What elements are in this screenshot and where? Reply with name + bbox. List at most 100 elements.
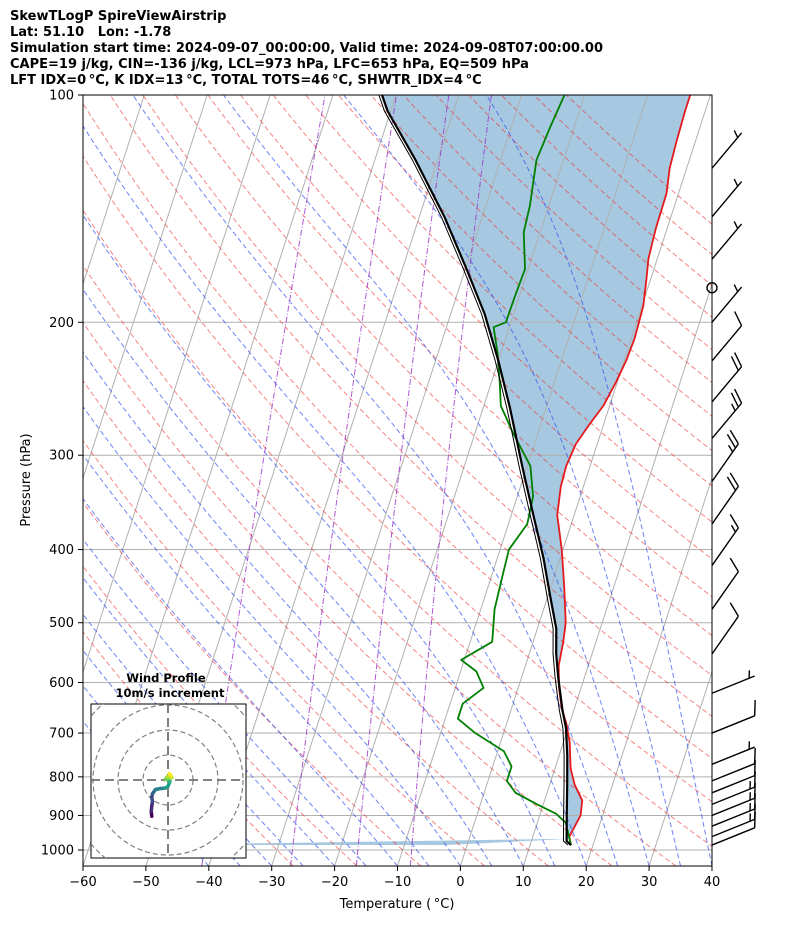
wind-barb-staff	[711, 818, 755, 838]
wind-barb-staff	[711, 763, 755, 782]
wind-barb-staff	[711, 786, 755, 805]
y-axis-label: Pressure (hPa)	[19, 433, 34, 526]
wind-barb	[711, 130, 743, 169]
wind-barb	[711, 178, 743, 218]
wind-barb-staff	[711, 746, 755, 765]
hodograph-subtitle: 10m/s increment	[116, 686, 225, 700]
wind-barb-feather	[734, 388, 743, 404]
dry-adiabat	[566, 95, 712, 225]
wind-barb-staff	[711, 366, 743, 403]
wind-barb-feather	[729, 514, 739, 529]
dry-adiabat	[175, 95, 712, 637]
wind-barb	[711, 782, 756, 817]
y-tick-label: 500	[49, 616, 74, 631]
y-tick-label: 100	[49, 89, 74, 104]
isotherm	[711, 864, 712, 866]
wind-barb	[711, 429, 739, 482]
wind-barb-feather	[727, 444, 734, 453]
hodograph-plot	[91, 704, 246, 858]
isotherm	[208, 95, 460, 866]
isotherm	[648, 670, 712, 866]
wind-barb-calm	[706, 282, 718, 294]
x-tick-label: −20	[321, 875, 348, 890]
wind-barb-staff	[711, 402, 743, 439]
moist-adiabat	[485, 95, 712, 866]
y-tick-label: 400	[49, 543, 74, 558]
y-tick-label: 600	[49, 676, 74, 691]
dry-adiabat	[240, 95, 712, 560]
wind-barb	[711, 741, 755, 765]
wind-barb	[711, 514, 739, 566]
wind-barb-staff	[711, 827, 755, 846]
x-tick-label: 40	[704, 875, 721, 890]
header-line-1: SkewTLogP SpireViewAirstrip	[10, 9, 227, 24]
dry-adiabat	[435, 95, 712, 351]
moist-adiabat	[83, 125, 587, 866]
header-line-3: Simulation start time: 2024-09-07_00:00:…	[10, 41, 603, 56]
dry-adiabat	[207, 95, 712, 598]
wind-barb	[711, 747, 756, 782]
hodograph-title: Wind Profile	[126, 671, 206, 685]
wind-barb-staff	[711, 715, 755, 734]
x-axis-label: Temperature ( °C)	[339, 897, 455, 912]
wind-barb-staff	[711, 571, 739, 610]
dry-adiabat	[109, 95, 712, 717]
wind-barb-staff	[711, 485, 739, 525]
x-tick-label: −40	[195, 875, 222, 890]
x-tick-label: 30	[641, 875, 658, 890]
moist-adiabat	[83, 405, 461, 866]
parcel-outline	[378, 95, 569, 846]
wind-barb-staff	[711, 132, 743, 169]
wind-barb-feather	[726, 476, 737, 491]
dry-adiabat	[83, 102, 712, 760]
moist-adiabat	[83, 454, 430, 866]
dry-adiabat	[500, 95, 712, 287]
wind-barb-feather	[733, 130, 739, 138]
x-tick-label: −60	[69, 875, 96, 890]
wind-barb-staff	[711, 615, 739, 655]
y-tick-label: 300	[49, 449, 74, 464]
cape-cin-area	[138, 95, 691, 846]
mixing-ratio-line	[290, 95, 397, 866]
wind-barb	[711, 670, 755, 694]
isotherm	[271, 95, 523, 866]
wind-barb	[711, 284, 743, 323]
header-line-4: CAPE=19 j/kg, CIN=-136 j/kg, LCL=973 hPa…	[10, 57, 529, 72]
x-tick-label: −50	[132, 875, 159, 890]
wind-barb-feather	[733, 284, 739, 292]
dry-adiabat	[83, 155, 712, 803]
wind-barb-feather	[734, 311, 743, 326]
wind-barb	[711, 771, 756, 805]
isotherm	[334, 95, 586, 866]
x-tick-label: 20	[578, 875, 595, 890]
isotherm	[522, 282, 712, 866]
wind-barb-feather	[730, 392, 739, 408]
wind-barb-staff	[711, 774, 755, 794]
wind-barb-staff	[711, 527, 739, 566]
dry-adiabat	[83, 439, 485, 866]
parcel-line	[381, 95, 572, 846]
x-tick-label: 0	[456, 875, 464, 890]
wind-barb-feather	[729, 429, 739, 445]
x-tick-label: −30	[258, 875, 285, 890]
wind-barb	[711, 759, 756, 794]
wind-barb-feather	[730, 356, 739, 371]
mixing-ratio-line	[409, 95, 492, 866]
wind-barb	[711, 602, 739, 655]
temperature-line	[556, 95, 692, 846]
wind-barb-staff	[711, 808, 755, 827]
wind-barb-staff	[711, 797, 755, 817]
wind-barb	[711, 803, 756, 838]
isotherm	[459, 95, 711, 866]
dry-adiabat	[533, 95, 712, 256]
wind-barb-feather	[733, 221, 739, 229]
wind-barb-feather	[729, 557, 739, 573]
wind-barb	[711, 221, 743, 260]
isotherm	[83, 95, 208, 480]
moist-adiabat	[343, 95, 682, 866]
isotherm	[83, 95, 145, 286]
dry-adiabat	[83, 264, 677, 866]
wind-barb-feather	[730, 524, 737, 533]
moist-adiabat	[83, 214, 556, 866]
